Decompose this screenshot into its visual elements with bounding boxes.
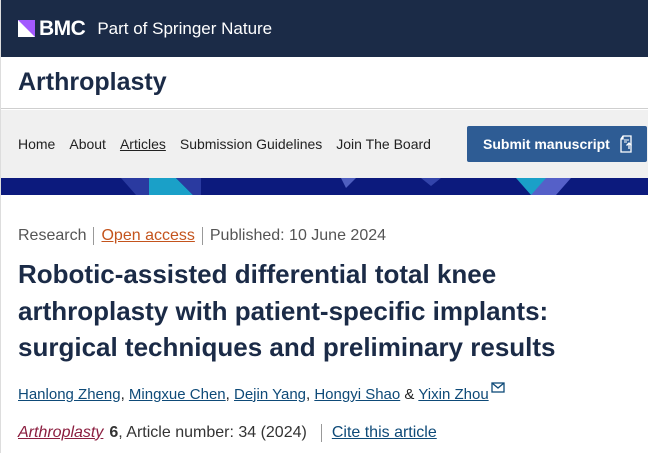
divider (201, 227, 203, 245)
open-access-link[interactable]: Open access (101, 227, 195, 244)
article-number: , Article number: 34 (2024) (118, 423, 307, 441)
citation-line: Arthroplasty 6 , Article number: 34 (202… (18, 423, 638, 442)
volume: 6 (109, 423, 119, 441)
author-link[interactable]: Mingxue Chen (128, 385, 226, 403)
author-link[interactable]: Dejin Yang (234, 385, 306, 403)
nav-home[interactable]: Home (18, 136, 56, 152)
nav-submission-guidelines[interactable]: Submission Guidelines (179, 136, 323, 152)
article-meta: Research Open access Published: 10 June … (18, 227, 638, 245)
external-submit-icon (620, 135, 632, 153)
article-title: Robotic-assisted differential total knee… (18, 259, 556, 362)
author-link[interactable]: Yixin Zhou (418, 385, 489, 403)
submit-manuscript-button[interactable]: Submit manuscript (467, 126, 647, 162)
nav-about[interactable]: About (69, 136, 106, 152)
nav-articles[interactable]: Articles (119, 136, 166, 152)
article-type: Research (18, 227, 87, 244)
top-bar: BMC Part of Springer Nature (1, 0, 648, 57)
author-link[interactable]: Hongyi Shao (314, 385, 401, 403)
journal-title[interactable]: Arthroplasty (18, 68, 167, 96)
submit-label: Submit manuscript (483, 136, 610, 152)
journal-header: Arthroplasty (1, 57, 648, 109)
nav-join-the-board[interactable]: Join The Board (336, 136, 431, 152)
bmc-logo-icon[interactable] (18, 20, 35, 37)
author-link[interactable]: Hanlong Zheng (18, 385, 121, 403)
ampersand: & (404, 385, 415, 403)
published-date: Published: 10 June 2024 (209, 227, 387, 244)
journal-link[interactable]: Arthroplasty (18, 423, 104, 441)
author-list: Hanlong Zheng, Mingxue Chen, Dejin Yang,… (18, 381, 638, 403)
springer-tagline[interactable]: Part of Springer Nature (97, 18, 273, 38)
divider (93, 227, 95, 245)
bmc-logo[interactable]: BMC (39, 16, 86, 40)
divider (320, 423, 322, 442)
article-header: Research Open access Published: 10 June … (18, 227, 638, 442)
email-icon[interactable] (491, 381, 505, 393)
cite-this-article-link[interactable]: Cite this article (331, 423, 437, 441)
decorative-banner (1, 178, 648, 195)
